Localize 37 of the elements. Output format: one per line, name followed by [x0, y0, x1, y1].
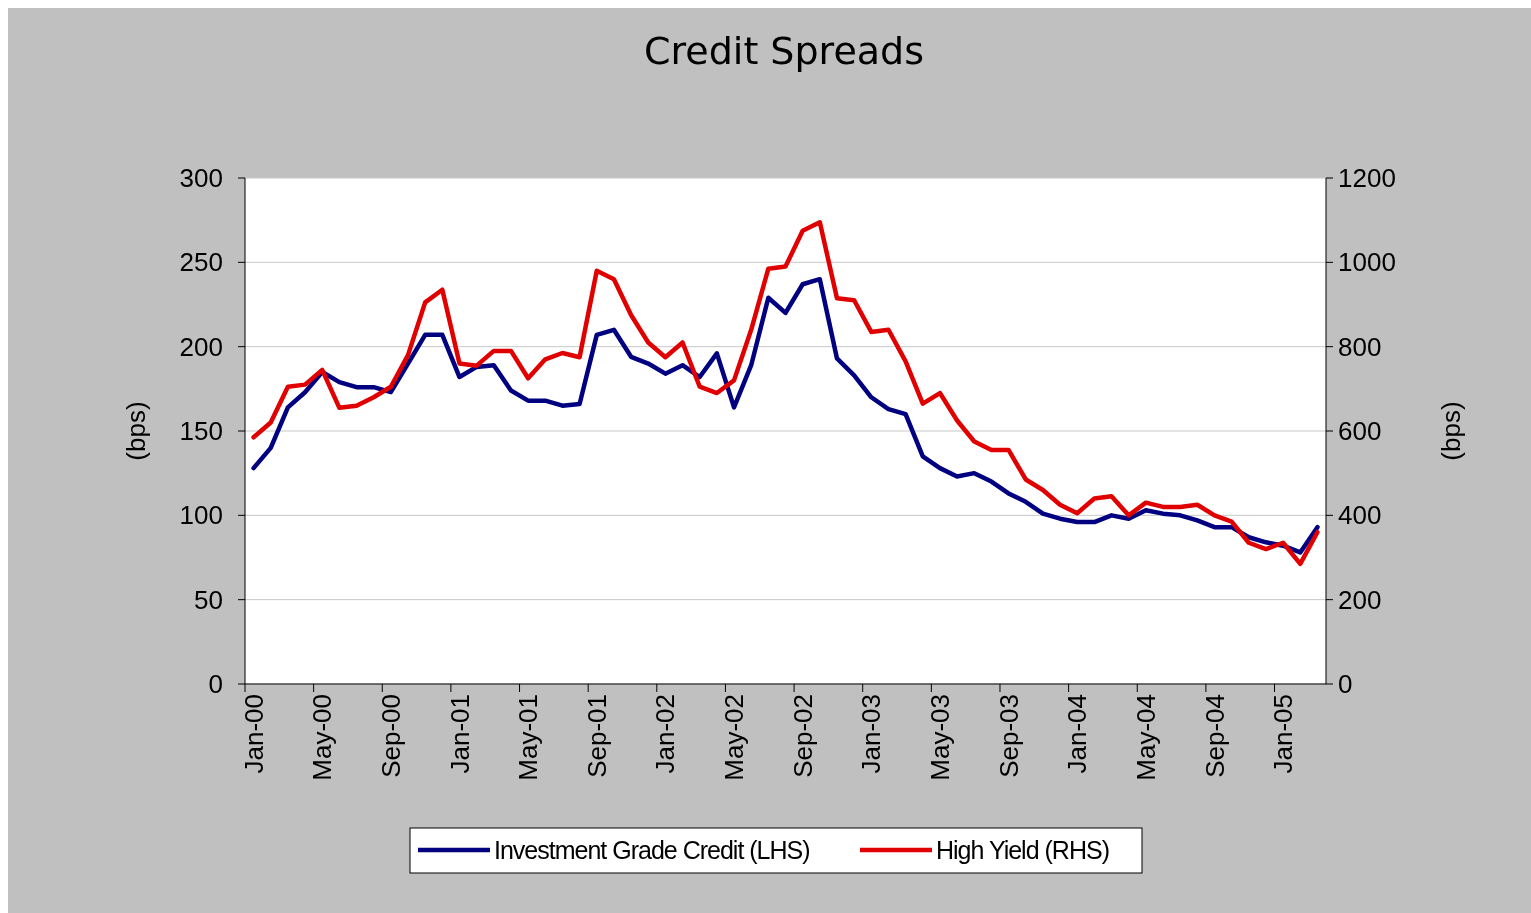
y2-tick-label: 200: [1338, 584, 1382, 615]
x-tick-label: May-04: [1130, 694, 1161, 781]
x-tick-label: Jan-03: [856, 694, 887, 774]
x-tick-label: Sep-04: [1199, 694, 1230, 778]
line-series: [251, 276, 1320, 555]
y-tick-label: 250: [179, 247, 223, 278]
x-tick-label: Sep-00: [375, 694, 406, 778]
x-tick-label: Jan-01: [444, 694, 475, 774]
y2-tick-label: 600: [1338, 416, 1382, 447]
x-tick-label: May-03: [925, 694, 956, 781]
x-tick-label: Sep-02: [787, 694, 818, 778]
y-tick-label: 300: [179, 163, 223, 194]
y2-axis-title: (bps): [1436, 401, 1467, 461]
x-tick-label: Jan-04: [1062, 694, 1093, 774]
y2-tick-label: 400: [1338, 500, 1382, 531]
legend-label: High Yield (RHS): [936, 835, 1109, 864]
y-tick-label: 100: [179, 500, 223, 531]
x-tick-label: Sep-03: [993, 694, 1024, 778]
x-tick-label: Jan-05: [1268, 694, 1299, 774]
line-series: [251, 220, 1320, 567]
y2-tick-label: 800: [1338, 331, 1382, 362]
x-tick-label: Jan-02: [650, 694, 681, 774]
y2-tick-label: 1200: [1338, 163, 1396, 194]
y2-tick-label: 0: [1338, 669, 1353, 700]
y-tick-label: 50: [194, 584, 223, 615]
y-axis-title: (bps): [121, 401, 152, 461]
y2-tick-label: 1000: [1338, 247, 1396, 278]
y-tick-label: 200: [179, 331, 223, 362]
legend-label: Investment Grade Credit (LHS): [494, 835, 810, 864]
x-tick-label: Sep-01: [581, 694, 612, 778]
chart-title: Credit Spreads: [644, 29, 924, 73]
y-tick-label: 150: [179, 416, 223, 447]
x-tick-label: May-00: [307, 694, 338, 781]
x-tick-label: May-02: [719, 694, 750, 781]
x-tick-label: May-01: [513, 694, 544, 781]
y-tick-label: 0: [208, 669, 223, 700]
x-tick-label: Jan-00: [238, 694, 269, 774]
